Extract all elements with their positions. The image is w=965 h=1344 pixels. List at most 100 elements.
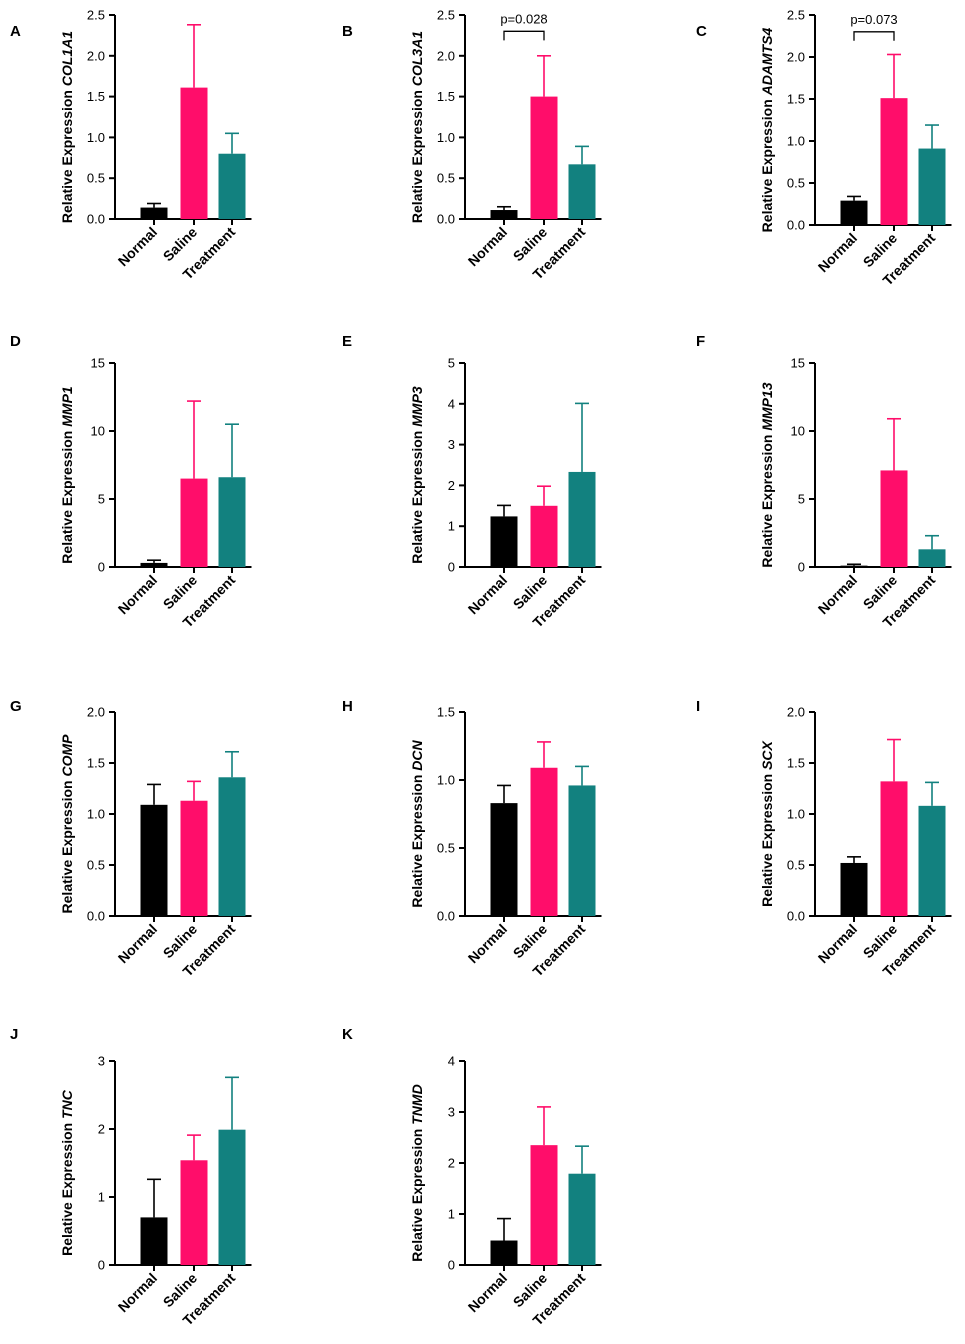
bar-normal: [140, 562, 168, 567]
y-tick-label: 1: [98, 1190, 105, 1205]
p-value-label: p=0.028: [500, 11, 547, 26]
y-axis-title-prefix: Relative Expression: [409, 86, 425, 223]
panel-letter: J: [10, 1026, 18, 1043]
panel-letter: C: [696, 23, 707, 40]
panel-letter: E: [342, 333, 352, 350]
x-category-label: Normal: [465, 1270, 510, 1315]
bar-treatment: [918, 549, 946, 567]
y-axis-title-gene: TNMD: [409, 1084, 425, 1124]
y-axis-title: Relative Expression TNC: [59, 1089, 75, 1256]
y-tick-label: 1.0: [787, 807, 805, 822]
y-tick-label: 2.5: [787, 8, 805, 23]
y-tick-label: 0.5: [787, 858, 805, 873]
y-tick-label: 0.0: [437, 212, 455, 227]
bar-treatment: [568, 164, 596, 219]
y-tick-label: 1.0: [787, 134, 805, 149]
y-tick-label: 15: [791, 356, 805, 371]
y-tick-label: 0: [448, 1258, 455, 1273]
y-tick-label: 0.5: [437, 171, 455, 186]
y-tick-label: 1.0: [437, 773, 455, 788]
x-category-label: Normal: [115, 921, 160, 966]
y-tick-label: 0.5: [87, 171, 105, 186]
y-tick-label: 3: [448, 437, 455, 452]
y-tick-label: 1.5: [437, 705, 455, 720]
bar-saline: [180, 478, 208, 567]
y-tick-label: 4: [448, 1054, 455, 1069]
y-axis-title-gene: COL3A1: [409, 31, 425, 86]
y-axis-title: Relative Expression SCX: [759, 739, 775, 906]
y-tick-label: 2.0: [437, 48, 455, 63]
bar-normal: [140, 1217, 168, 1265]
y-tick-label: 0.0: [87, 212, 105, 227]
bar-treatment: [918, 148, 946, 225]
y-tick-label: 1.5: [787, 92, 805, 107]
x-category-label: Normal: [815, 921, 860, 966]
y-tick-label: 2: [448, 1156, 455, 1171]
y-tick-label: 2.0: [87, 48, 105, 63]
panel-letter: D: [10, 333, 21, 350]
bar-normal: [140, 207, 168, 219]
y-tick-label: 0: [98, 560, 105, 575]
p-value-label: p=0.073: [850, 12, 897, 27]
y-tick-label: 0.0: [87, 909, 105, 924]
chart-panel-g: G Relative Expression COMP 0.0 0.5 1.0 1.5 2.0…: [10, 698, 252, 979]
bar-saline: [880, 98, 908, 225]
x-category-label: Normal: [465, 921, 510, 966]
x-category-label: Normal: [465, 572, 510, 617]
y-axis-title-prefix: Relative Expression: [759, 95, 775, 232]
y-tick-label: 1.0: [87, 807, 105, 822]
y-tick-label: 0.5: [87, 858, 105, 873]
y-axis-title-prefix: Relative Expression: [759, 431, 775, 568]
bar-normal: [840, 565, 868, 567]
chart-panel-c: C Relative Expression ADAMTS4 0.0 0.5 1.0 1.5…: [696, 8, 952, 288]
x-category-label: Normal: [115, 224, 160, 269]
bar-saline: [180, 800, 208, 916]
y-axis-title: Relative Expression DCN: [409, 739, 425, 907]
bar-treatment: [218, 153, 246, 219]
panel-letter: K: [342, 1026, 353, 1043]
y-axis-title: Relative Expression TNMD: [409, 1084, 425, 1261]
y-tick-label: 0: [98, 1258, 105, 1273]
panel-letter: F: [696, 333, 705, 350]
bar-treatment: [218, 777, 246, 916]
bar-normal: [490, 210, 518, 219]
chart-panel-h: H Relative Expression DCN 0.0 0.5 1.0 1.5 Norm…: [342, 698, 602, 979]
y-axis-title-gene: COL1A1: [59, 31, 75, 86]
y-axis-title: Relative Expression MMP1: [59, 386, 75, 564]
bar-treatment: [568, 1173, 596, 1265]
y-axis-title-prefix: Relative Expression: [409, 771, 425, 908]
y-axis-title-prefix: Relative Expression: [759, 770, 775, 907]
bar-saline: [180, 87, 208, 220]
y-axis-title: Relative Expression COMP: [59, 734, 75, 914]
y-axis-title-prefix: Relative Expression: [59, 1119, 75, 1256]
y-tick-label: 10: [91, 424, 105, 439]
y-tick-label: 1.0: [437, 130, 455, 145]
y-tick-label: 2.5: [437, 8, 455, 23]
y-axis-title-prefix: Relative Expression: [59, 777, 75, 914]
y-tick-label: 1.5: [437, 89, 455, 104]
y-axis-title-gene: MMP1: [59, 386, 75, 427]
bar-normal: [490, 803, 518, 916]
x-category-label: Normal: [815, 230, 860, 275]
y-tick-label: 1: [448, 519, 455, 534]
y-axis-title-prefix: Relative Expression: [409, 1125, 425, 1262]
bar-normal: [490, 516, 518, 567]
y-tick-label: 1: [448, 1207, 455, 1222]
y-axis-title-gene: COMP: [59, 734, 75, 777]
panel-letter: B: [342, 23, 353, 40]
panel-letter: I: [696, 698, 700, 715]
y-tick-label: 3: [98, 1054, 105, 1069]
y-tick-label: 5: [448, 356, 455, 371]
y-tick-label: 2.0: [787, 705, 805, 720]
y-axis-title: Relative Expression MMP13: [759, 382, 775, 567]
bar-treatment: [218, 477, 246, 567]
y-axis-title-prefix: Relative Expression: [59, 427, 75, 564]
y-tick-label: 1.5: [87, 756, 105, 771]
